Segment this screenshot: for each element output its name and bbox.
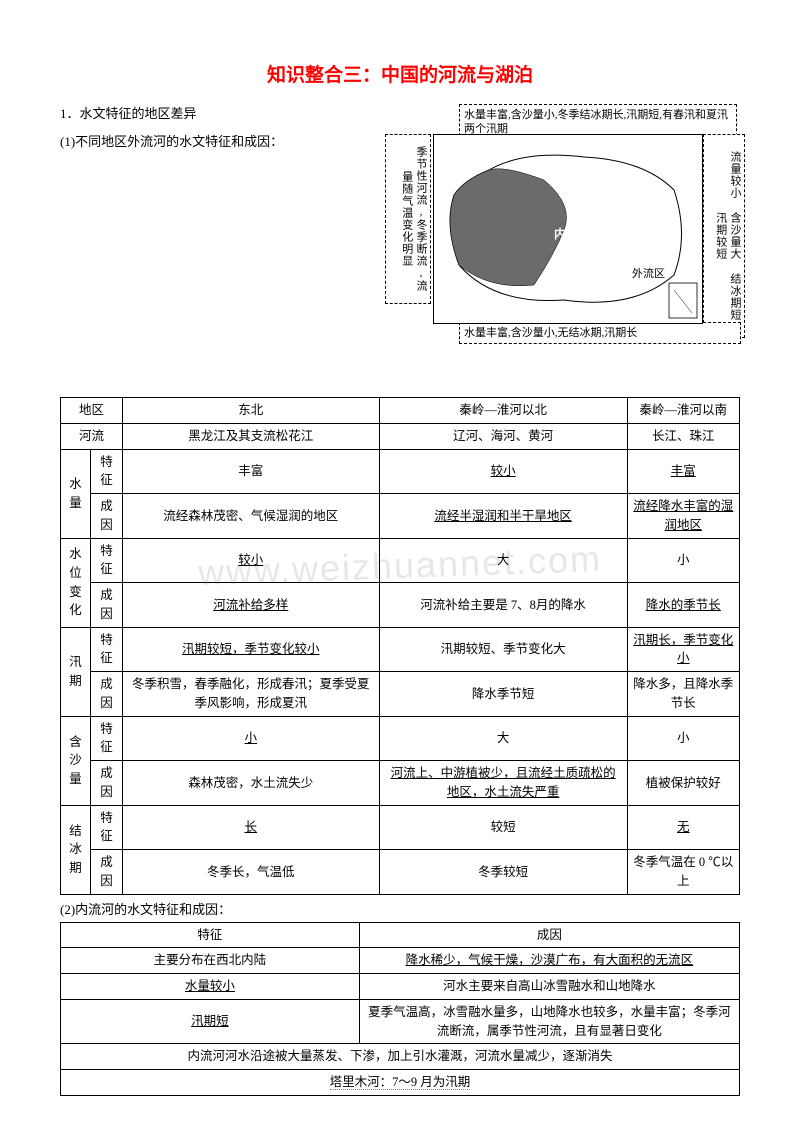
callout-south: 水量丰富,含沙量小,无结冰期,汛期长 [459, 322, 741, 344]
table-row: 含沙量 特征 小 大 小 [61, 716, 740, 761]
table-row: 河流 黑龙江及其支流松花江 辽河、海河、黄河 长江、珠江 [61, 423, 740, 449]
header-region: 地区 [61, 398, 123, 424]
page-title: 知识整合三：中国的河流与湖泊 [60, 60, 740, 87]
outflow-rivers-table: 地区 东北 秦岭—淮河以北 秦岭—淮河以南 河流 黑龙江及其支流松花江 辽河、海… [60, 397, 740, 895]
group-ice: 结冰期 [61, 805, 91, 894]
table-row: 地区 东北 秦岭—淮河以北 秦岭—淮河以南 [61, 398, 740, 424]
group-level: 水位变化 [61, 538, 91, 627]
table-row: 水量 特征 丰富 较小 丰富 [61, 449, 740, 494]
table-row: 成因 河流补给多样 河流补给主要是 7、8月的降水 降水的季节长 [61, 583, 740, 628]
header-north: 秦岭—淮河以北 [379, 398, 627, 424]
table-row: 塔里木河：7～9 月为汛期 [61, 1070, 740, 1096]
header-cause: 成因 [359, 922, 739, 948]
table-row: 汛期短 夏季气温高，冰雪融水量多，山地降水也较多，水量丰富；冬季河流断流，属季节… [61, 999, 740, 1044]
table-row: 特征 成因 [61, 922, 740, 948]
table-row: 成因 冬季长，气温低 冬季较短 冬季气温在 0 ℃以上 [61, 850, 740, 895]
header-south: 秦岭—淮河以南 [627, 398, 739, 424]
table-row: 汛期 特征 汛期较短，季节变化较小 汛期较短、季节变化大 汛期长，季节变化小 [61, 627, 740, 672]
china-map-callouts: 水量丰富,含沙量小,冬季结冰期长,汛期短,有春汛和夏汛两个汛期 季节性河流,冬季… [385, 104, 745, 344]
group-flood: 汛期 [61, 627, 91, 716]
callout-west: 季节性河流,冬季断流,流量随气温变化明显 [385, 134, 431, 304]
callout-east: 流量较小 含沙量大 结冰期短 汛期较短 [703, 134, 745, 338]
table-row: 水位变化 特征 较小 大 小 [61, 538, 740, 583]
map-label-outer: 外流区 [632, 265, 665, 281]
table-row: 内流河河水沿途被大量蒸发、下渗，加上引水灌溉，河流水量减少，逐渐消失 [61, 1044, 740, 1070]
group-sand: 含沙量 [61, 716, 91, 805]
map-label-inner: 内流区 [554, 225, 590, 242]
table-row: 成因 冬季积雪，春季融化，形成春汛；夏季受夏季风影响，形成夏汛 降水季节短 降水… [61, 672, 740, 717]
row-river: 河流 [61, 423, 123, 449]
table-row: 水量较小 河水主要来自高山冰雪融水和山地降水 [61, 974, 740, 1000]
table-row: 主要分布在西北内陆 降水稀少，气候干燥，沙漠广布，有大面积的无流区 [61, 948, 740, 974]
group-volume: 水量 [61, 449, 91, 538]
subsection-2: (2)内流河的水文特征和成因： [60, 899, 740, 918]
inflow-rivers-table: 特征 成因 主要分布在西北内陆 降水稀少，气候干燥，沙漠广布，有大面积的无流区 … [60, 922, 740, 1096]
table-row: 成因 森林茂密，水土流失少 河流上、中游植被少，且流经土质疏松的地区，水土流失严… [61, 761, 740, 806]
header-ne: 东北 [122, 398, 379, 424]
table-row: 结冰期 特征 长 较短 无 [61, 805, 740, 850]
table-row: 成因 流经森林茂密、气候湿润的地区 流经半湿润和半干旱地区 流经降水丰富的湿润地… [61, 494, 740, 539]
header-feature: 特征 [61, 922, 360, 948]
china-map: 内流区 外流区 [433, 134, 703, 324]
